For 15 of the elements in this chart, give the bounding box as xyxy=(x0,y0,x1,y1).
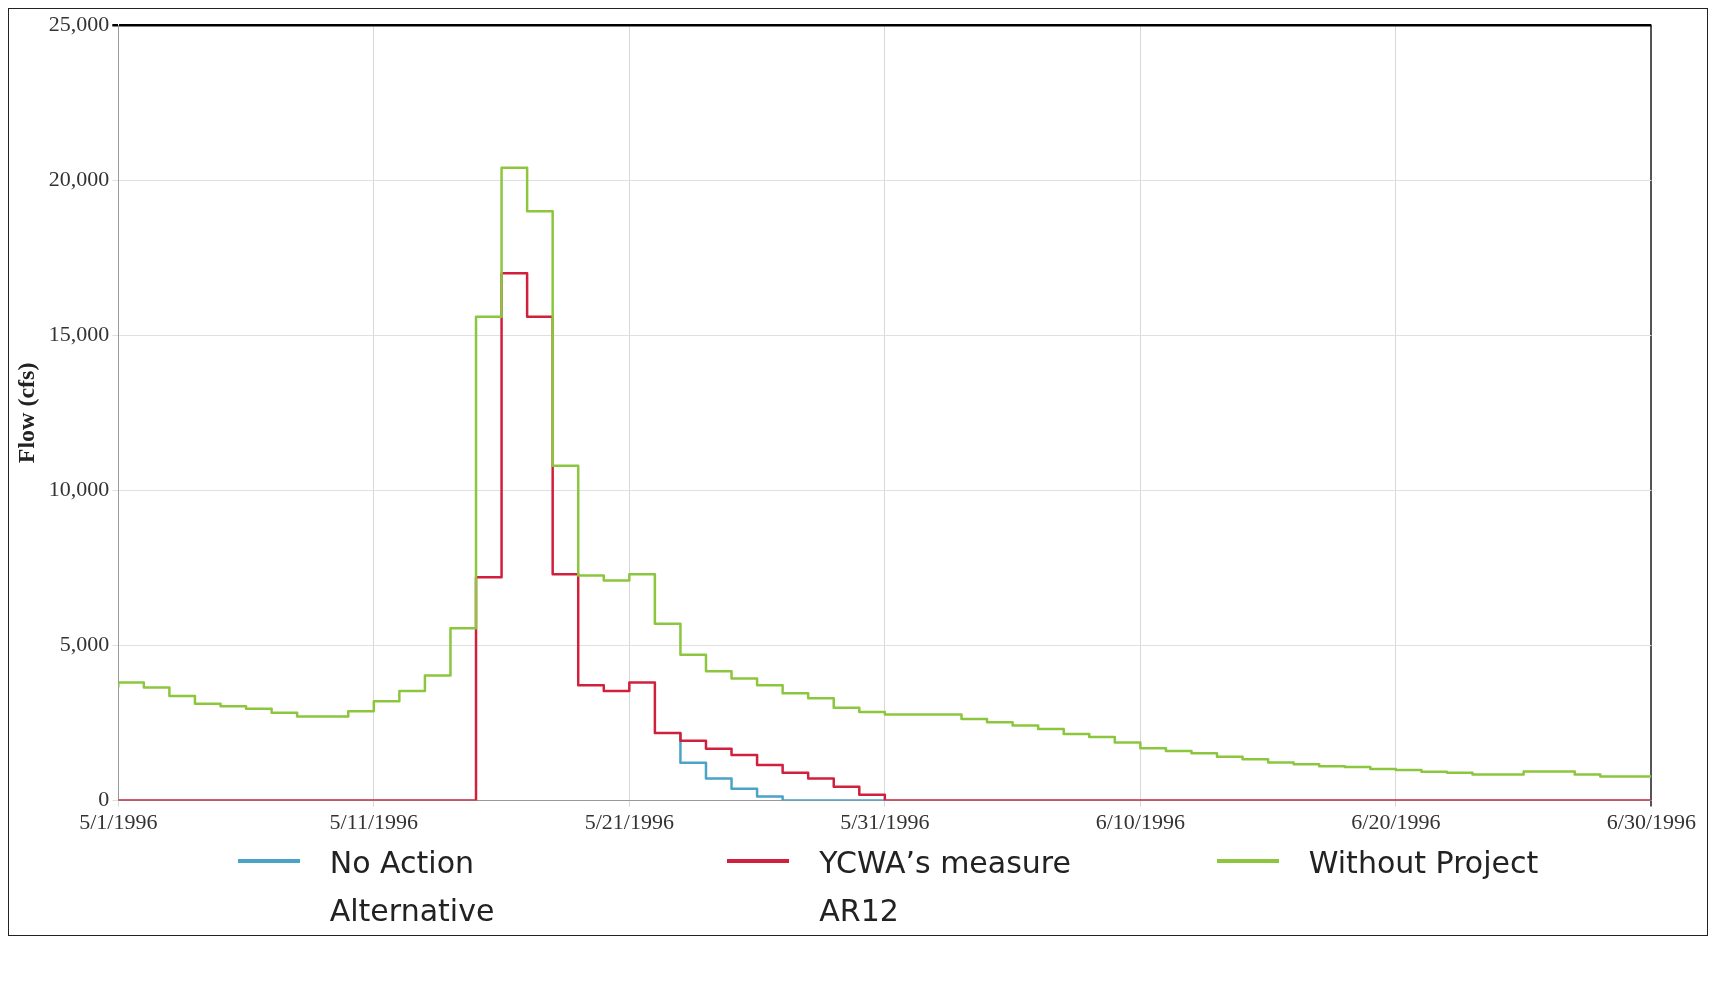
x-tick-label: 5/31/1996 xyxy=(840,808,930,834)
y-axis-title: Flow (cfs) xyxy=(12,362,39,464)
x-tick-label: 5/21/1996 xyxy=(584,808,674,834)
legend-label: Without Project xyxy=(1308,844,1539,882)
legend-label: YCWA’s measure AR12 xyxy=(819,844,1072,930)
x-tick-label: 6/30/1996 xyxy=(1606,808,1696,834)
x-tick-label: 6/20/1996 xyxy=(1351,808,1441,834)
y-tick-label: 20,000 xyxy=(48,166,110,192)
y-tick-label: 5,000 xyxy=(59,631,110,657)
y-tick-label: 25,000 xyxy=(48,10,110,36)
y-tick-label: 15,000 xyxy=(48,321,110,347)
y-tick-label: 10,000 xyxy=(48,476,110,502)
x-tick-label: 5/11/1996 xyxy=(329,808,419,834)
x-tick-label: 6/10/1996 xyxy=(1095,808,1185,834)
legend-label: No Action Alternative xyxy=(329,844,496,930)
